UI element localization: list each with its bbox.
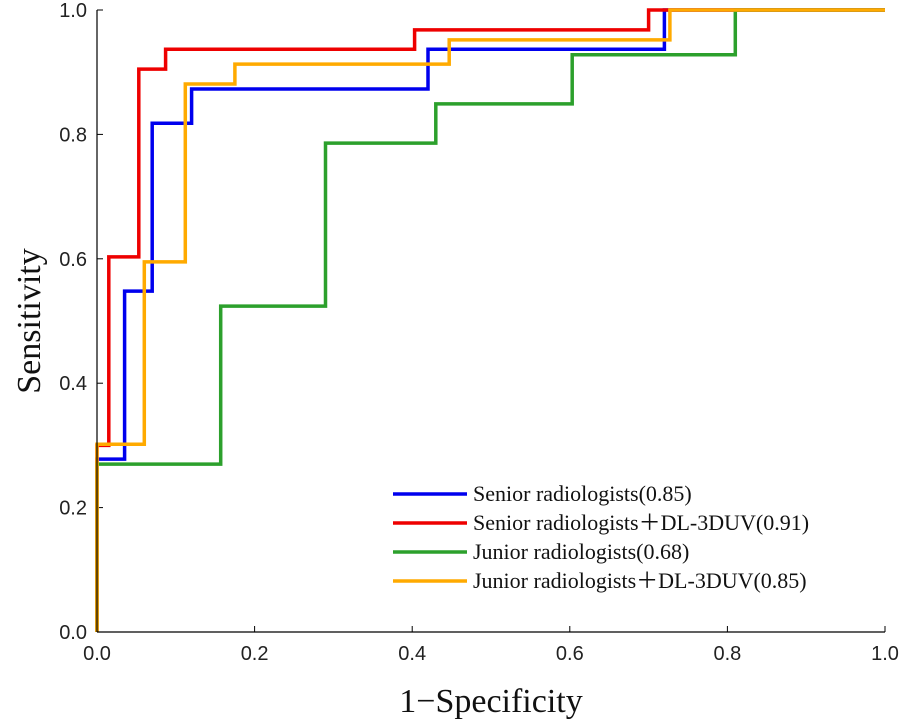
x-axis-title: 1−Specificity [399,683,582,720]
y-tick-label: 0.2 [59,498,87,520]
axis-ticks: 0.0 0.2 0.4 0.6 0.8 1.0 0.0 0.2 0.4 0.6 0.8 1.0 [59,0,899,665]
x-tick-label: 0.8 [713,643,741,665]
legend-label: Junior radiologists＋DL-3DUV(0.85) [473,568,807,593]
x-tick-label: 1.0 [871,643,899,665]
legend-label: Senior radiologists＋DL-3DUV(0.91) [473,510,809,535]
legend: Senior radiologists(0.85) Senior radiolog… [393,481,809,593]
x-tick-label: 0.4 [398,643,426,665]
x-tick-label: 0.6 [556,643,584,665]
y-tick-label: 0.0 [59,622,87,644]
legend-label: Senior radiologists(0.85) [473,481,692,506]
x-tick-label: 0.0 [83,643,111,665]
y-tick-label: 0.6 [59,249,87,271]
y-axis-title: Sensitivity [11,248,48,393]
y-tick-label: 1.0 [59,0,87,22]
roc-curve-4 [95,8,885,632]
series-lines [95,8,885,632]
axes [96,10,885,633]
legend-label: Junior radiologists(0.68) [473,539,689,564]
roc-curve-3 [95,8,885,632]
y-tick-label: 0.8 [59,124,87,146]
y-tick-label: 0.4 [59,373,87,395]
roc-curve-1 [95,8,885,632]
x-tick-label: 0.2 [241,643,269,665]
